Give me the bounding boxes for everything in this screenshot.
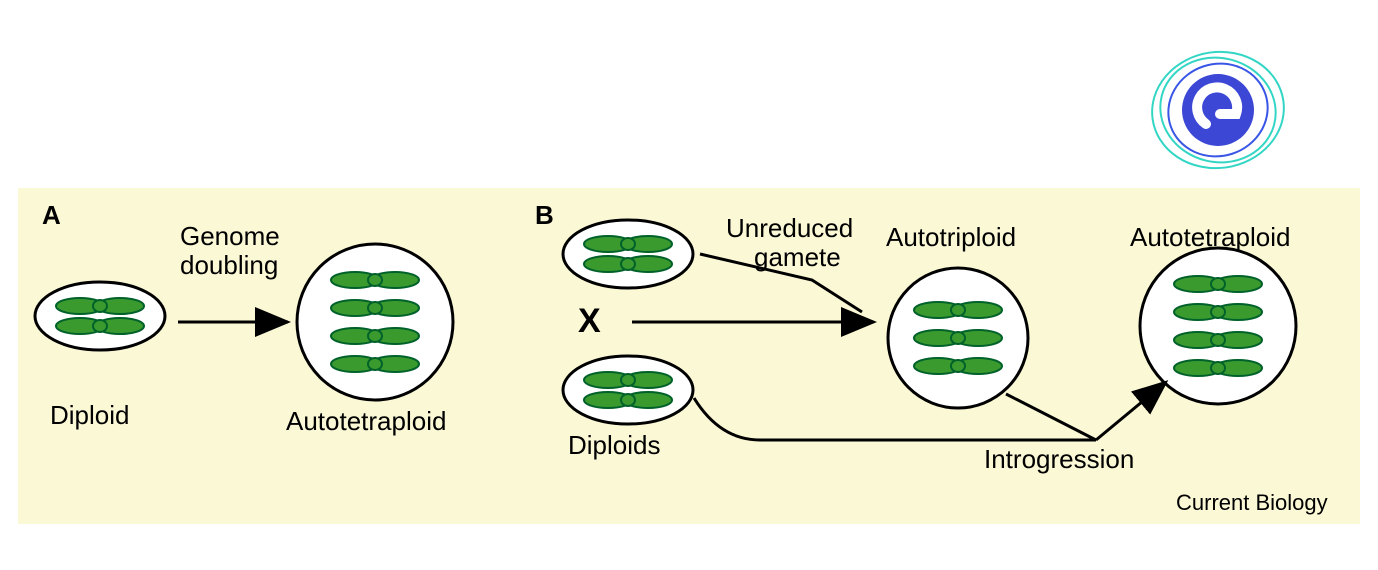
introgression-path-diploid xyxy=(694,398,1096,440)
introgression-path-triploid xyxy=(1006,394,1096,440)
panel-b-diploid-bottom-cell xyxy=(563,356,693,424)
panel-b-autotetraploid-cell xyxy=(1140,248,1296,404)
panel-b-diploid-top-cell xyxy=(563,220,693,288)
panel-a-autotetraploid-cell xyxy=(297,244,453,400)
diagram-svg xyxy=(0,0,1378,570)
panel-b-autotriploid-cell xyxy=(888,268,1028,408)
unreduced-gamete-line xyxy=(700,254,862,312)
panel-a-diploid-cell xyxy=(35,282,165,350)
introgression-arrow xyxy=(1096,382,1166,440)
